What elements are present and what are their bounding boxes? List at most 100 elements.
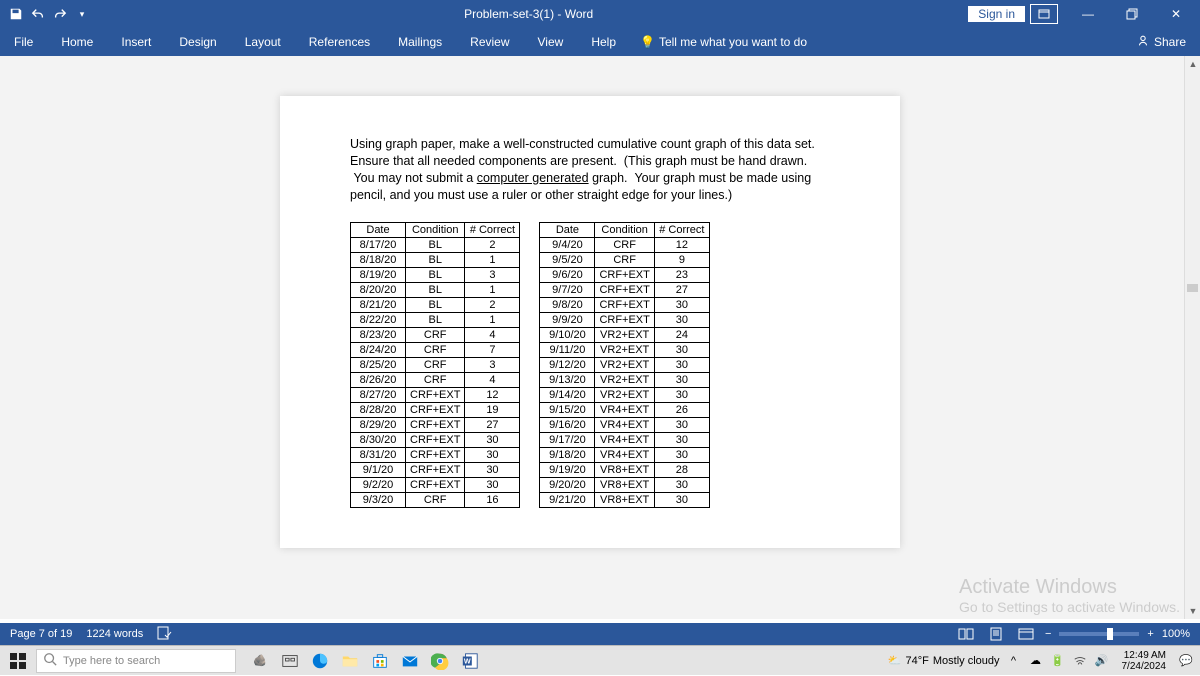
redo-icon[interactable] (52, 6, 68, 22)
table-row: 8/22/20BL19/9/20CRF+EXT30 (351, 312, 710, 327)
table-header: # Correct (654, 222, 709, 237)
word-icon[interactable]: W (456, 647, 484, 675)
task-view-icon[interactable] (276, 647, 304, 675)
taskbar: Type here to search 🪨 W ⛅ 74°F Mostly cl… (0, 645, 1200, 675)
instructions-text: Using graph paper, make a well-construct… (350, 136, 830, 204)
window-title: Problem-set-3(1) - Word (90, 7, 967, 21)
table-header: # Correct (465, 222, 520, 237)
weather-cond: Mostly cloudy (933, 655, 1000, 667)
share-label: Share (1154, 35, 1186, 49)
table-row: 8/20/20BL19/7/20CRF+EXT27 (351, 282, 710, 297)
vertical-scrollbar[interactable]: ▲ ▼ (1184, 56, 1200, 619)
file-explorer-icon[interactable] (336, 647, 364, 675)
table-row: 8/30/20CRF+EXT309/17/20VR4+EXT30 (351, 432, 710, 447)
web-layout-icon[interactable] (1015, 625, 1037, 643)
mail-icon[interactable] (396, 647, 424, 675)
cortana-icon[interactable]: 🪨 (246, 647, 274, 675)
time: 12:49 AM (1122, 650, 1167, 661)
action-center-icon[interactable]: 💬 (1178, 653, 1194, 669)
weather-icon: ⛅ (888, 654, 902, 667)
table-gap (520, 222, 540, 237)
page: Using graph paper, make a well-construct… (280, 96, 900, 548)
share-button[interactable]: Share (1136, 34, 1200, 51)
table-row: 9/2/20CRF+EXT309/20/20VR8+EXT30 (351, 477, 710, 492)
table-header: Date (351, 222, 406, 237)
table-row: 9/3/20CRF169/21/20VR8+EXT30 (351, 492, 710, 507)
table-row: 8/27/20CRF+EXT129/14/20VR2+EXT30 (351, 387, 710, 402)
qat-more-icon[interactable]: ▾ (74, 6, 90, 22)
tab-file[interactable]: File (0, 28, 47, 56)
table-header: Condition (595, 222, 654, 237)
tab-insert[interactable]: Insert (107, 28, 165, 56)
status-bar: Page 7 of 19 1224 words − + 100% (0, 623, 1200, 645)
volume-icon[interactable]: 🔊 (1094, 653, 1110, 669)
table-row: 8/31/20CRF+EXT309/18/20VR4+EXT30 (351, 447, 710, 462)
undo-icon[interactable] (30, 6, 46, 22)
word-count[interactable]: 1224 words (86, 628, 143, 640)
ribbon-tabs: File Home Insert Design Layout Reference… (0, 28, 1200, 56)
table-row: 8/26/20CRF49/13/20VR2+EXT30 (351, 372, 710, 387)
lightbulb-icon: 💡 (640, 35, 655, 49)
clock[interactable]: 12:49 AM 7/24/2024 (1116, 650, 1173, 672)
scroll-up-icon[interactable]: ▲ (1185, 56, 1200, 72)
share-icon (1136, 34, 1150, 51)
tab-view[interactable]: View (524, 28, 578, 56)
zoom-slider[interactable] (1059, 632, 1139, 636)
battery-icon[interactable]: 🔋 (1050, 653, 1066, 669)
zoom-out-button[interactable]: − (1045, 628, 1051, 640)
tab-references[interactable]: References (295, 28, 384, 56)
wifi-icon[interactable] (1072, 653, 1088, 669)
tellme-search[interactable]: 💡 Tell me what you want to do (630, 35, 807, 49)
table-row: 8/25/20CRF39/12/20VR2+EXT30 (351, 357, 710, 372)
table-row: 8/24/20CRF79/11/20VR2+EXT30 (351, 342, 710, 357)
minimize-button[interactable]: — (1068, 1, 1108, 27)
tab-layout[interactable]: Layout (231, 28, 295, 56)
tray-chevron-icon[interactable]: ^ (1006, 653, 1022, 669)
table-row: 8/28/20CRF+EXT199/15/20VR4+EXT26 (351, 402, 710, 417)
activate-watermark: Activate Windows Go to Settings to activ… (959, 576, 1180, 615)
read-mode-icon[interactable] (955, 625, 977, 643)
table-row: 8/17/20BL29/4/20CRF12 (351, 237, 710, 252)
signin-button[interactable]: Sign in (967, 5, 1026, 23)
ribbon-display-icon[interactable] (1030, 4, 1058, 24)
svg-text:W: W (464, 656, 471, 665)
data-table: DateCondition# CorrectDateCondition# Cor… (350, 222, 710, 508)
scroll-down-icon[interactable]: ▼ (1185, 603, 1200, 619)
activate-sub: Go to Settings to activate Windows. (959, 599, 1180, 615)
table-header: Condition (406, 222, 465, 237)
table-row: 8/23/20CRF49/10/20VR2+EXT24 (351, 327, 710, 342)
table-row: 8/21/20BL29/8/20CRF+EXT30 (351, 297, 710, 312)
start-button[interactable] (0, 646, 36, 676)
onedrive-icon[interactable]: ☁ (1028, 653, 1044, 669)
weather-widget[interactable]: ⛅ 74°F Mostly cloudy (888, 654, 1000, 667)
tab-home[interactable]: Home (47, 28, 107, 56)
zoom-in-button[interactable]: + (1147, 628, 1153, 640)
weather-temp: 74°F (906, 655, 929, 667)
tab-review[interactable]: Review (456, 28, 523, 56)
close-button[interactable]: ✕ (1156, 1, 1196, 27)
zoom-level[interactable]: 100% (1162, 628, 1190, 640)
print-layout-icon[interactable] (985, 625, 1007, 643)
search-icon (43, 652, 57, 669)
tab-mailings[interactable]: Mailings (384, 28, 456, 56)
document-area: Using graph paper, make a well-construct… (0, 56, 1200, 619)
tab-design[interactable]: Design (165, 28, 230, 56)
table-row: 8/19/20BL39/6/20CRF+EXT23 (351, 267, 710, 282)
tellme-label: Tell me what you want to do (659, 35, 807, 49)
scroll-thumb[interactable] (1187, 284, 1198, 292)
table-row: 9/1/20CRF+EXT309/19/20VR8+EXT28 (351, 462, 710, 477)
table-row: 8/29/20CRF+EXT279/16/20VR4+EXT30 (351, 417, 710, 432)
tab-help[interactable]: Help (577, 28, 630, 56)
edge-icon[interactable] (306, 647, 334, 675)
store-icon[interactable] (366, 647, 394, 675)
save-icon[interactable] (8, 6, 24, 22)
chrome-icon[interactable] (426, 647, 454, 675)
page-indicator[interactable]: Page 7 of 19 (10, 628, 72, 640)
spellcheck-icon[interactable] (157, 626, 173, 643)
search-placeholder: Type here to search (63, 655, 160, 667)
activate-title: Activate Windows (959, 576, 1180, 599)
titlebar: ▾ Problem-set-3(1) - Word Sign in — ✕ (0, 0, 1200, 28)
taskbar-search[interactable]: Type here to search (36, 649, 236, 673)
table-row: 8/18/20BL19/5/20CRF9 (351, 252, 710, 267)
maximize-button[interactable] (1112, 1, 1152, 27)
